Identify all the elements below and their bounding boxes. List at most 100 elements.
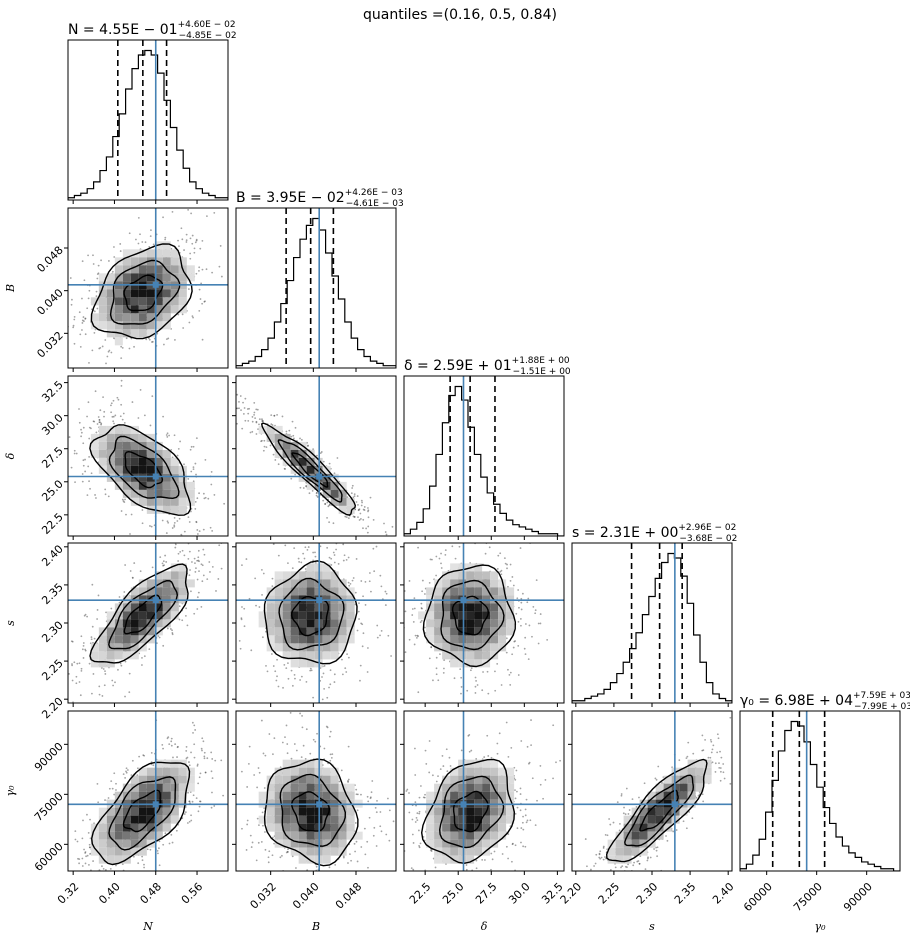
y-tick-label-delta: 30.0	[39, 411, 66, 438]
corner-panels: N = 4.55E − 01+4.60E − 02−4.85E − 020.03…	[4, 20, 910, 933]
y-tick-label-gamma0: 90000	[32, 740, 66, 774]
panel-gamma0-N: 0.32 0.40 0.48 0.56 60000 75000 90000	[32, 710, 229, 907]
panel-frame	[67, 207, 229, 369]
x-axis-label-B: B	[311, 920, 320, 933]
y-tick-label-B: 0.032	[34, 329, 65, 360]
panel-frame	[67, 39, 229, 201]
contour-level-2	[440, 579, 505, 651]
contour-level-3	[263, 560, 358, 665]
panel-title-sub-delta: −1.51E + 00	[513, 367, 571, 377]
x-tick-label-B: 0.032	[248, 880, 279, 911]
y-tick-label-delta: 27.5	[39, 444, 66, 471]
y-axis-label-gamma0: γ₀	[4, 785, 17, 797]
panel-s-N: 2.20 2.25 2.30 2.35 2.40	[39, 542, 229, 722]
x-axis-label-N: N	[142, 920, 153, 933]
y-tick-label-s: 2.25	[39, 657, 66, 684]
panel-delta-N: 22.5 25.0 27.5 30.0 32.5	[39, 375, 229, 540]
density-blocks-gamma0-B	[258, 759, 363, 864]
x-tick-label-s: 2.20	[558, 880, 585, 907]
contour-level-3	[90, 761, 191, 866]
y-axis-label-delta: δ	[4, 452, 17, 459]
panel-frame	[739, 710, 901, 872]
panel-title-s: s = 2.31E + 00+2.96E − 02	[572, 523, 736, 541]
x-tick-label-s: 2.35	[672, 880, 699, 907]
panel-frame	[403, 375, 565, 537]
contours-gamma0-N	[90, 761, 191, 866]
panel-frame	[235, 710, 397, 872]
x-tick-label-N: 0.32	[55, 880, 82, 907]
panel-title-delta: δ = 2.59E + 01+1.88E + 00	[404, 356, 570, 374]
y-axis-label-B: B	[4, 284, 17, 293]
panel-N-N: N = 4.55E − 01+4.60E − 02−4.85E − 02	[67, 20, 237, 204]
y-tick-label-gamma0: 60000	[32, 840, 66, 874]
x-tick-label-delta: 30.0	[506, 880, 533, 907]
figure-suptitle: quantiles =(0.16, 0.5, 0.84)	[363, 7, 557, 23]
contour-level-3	[605, 758, 708, 863]
truth-marker-B-N	[152, 281, 159, 288]
y-tick-label-delta: 22.5	[39, 510, 66, 537]
contour-level-3	[420, 758, 516, 865]
y-tick-label-s: 2.40	[39, 542, 66, 569]
histogram-delta	[404, 385, 564, 536]
contour-level-1	[123, 274, 164, 312]
y-tick-label-s: 2.30	[39, 619, 66, 646]
truth-marker-s-B	[316, 597, 323, 604]
y-tick-label-delta: 32.5	[39, 378, 66, 405]
density-blocks-gamma0-delta	[426, 759, 515, 864]
panel-title-sub-gamma0: −7.99E + 03	[854, 702, 910, 712]
x-tick-label-N: 0.48	[138, 880, 165, 907]
panel-s-B	[232, 542, 397, 707]
x-tick-label-B: 0.040	[290, 880, 321, 911]
truth-marker-s-delta	[460, 597, 467, 604]
y-axis-label-s: s	[4, 620, 17, 626]
truth-marker-gamma0-N	[152, 801, 159, 808]
contour-level-2	[108, 776, 177, 851]
contour-level-1	[122, 789, 162, 833]
contour-level-1	[452, 790, 489, 833]
panel-gamma0-delta: 22.5 25.0 27.5 30.0 32.5	[400, 710, 566, 907]
panel-gamma0-gamma0: γ₀ = 6.98E + 04+7.59E + 03−7.99E + 03 600…	[739, 691, 910, 914]
density-blocks-s-delta	[418, 563, 515, 668]
contours-delta-N	[89, 424, 192, 516]
panel-delta-B	[232, 375, 397, 540]
contours-B-N	[90, 243, 193, 340]
x-tick-label-gamma0: 60000	[741, 880, 775, 914]
y-tick-label-s: 2.20	[39, 695, 66, 722]
x-axis-label-s: s	[649, 920, 655, 933]
y-tick-label-delta: 25.0	[39, 477, 66, 504]
contour-level-2	[109, 259, 181, 325]
truth-marker-delta-B	[316, 473, 323, 480]
truth-marker-s-N	[152, 597, 159, 604]
density-blocks-B-N	[90, 241, 195, 346]
contour-level-2	[108, 435, 180, 500]
contours-s-N	[89, 563, 189, 664]
contours-gamma0-delta	[420, 758, 516, 865]
histogram-gamma0	[740, 720, 900, 871]
contour-level-1	[124, 450, 164, 489]
y-tick-label-s: 2.35	[39, 581, 66, 608]
x-tick-label-s: 2.30	[634, 880, 661, 907]
density-blocks-s-N	[90, 563, 195, 668]
contour-level-3	[90, 243, 193, 340]
truth-marker-gamma0-B	[316, 801, 323, 808]
panel-title-sub-N: −4.85E − 02	[179, 31, 237, 41]
panel-title-sub-B: −4.61E − 03	[346, 199, 404, 209]
x-tick-label-delta: 22.5	[407, 880, 434, 907]
histogram-N	[68, 49, 228, 200]
histogram-B	[236, 217, 396, 368]
panel-title-N: N = 4.55E − 01+4.60E − 02	[68, 20, 236, 38]
panel-delta-delta: δ = 2.59E + 01+1.88E + 00−1.51E + 00	[403, 356, 571, 540]
truth-marker-delta-N	[152, 473, 159, 480]
panel-frame	[571, 542, 733, 704]
contour-level-2	[438, 775, 505, 849]
histogram-s	[572, 552, 732, 703]
contour-level-1	[123, 594, 163, 635]
contour-level-2	[277, 439, 343, 503]
panel-title-B: B = 3.95E − 02+4.26E − 03	[236, 188, 403, 206]
x-tick-label-s: 2.40	[710, 880, 737, 907]
x-tick-label-gamma0: 75000	[791, 880, 825, 914]
panel-B-N: 0.032 0.040 0.048	[34, 207, 229, 372]
y-tick-label-B: 0.048	[34, 244, 65, 275]
y-tick-label-B: 0.040	[34, 286, 65, 317]
